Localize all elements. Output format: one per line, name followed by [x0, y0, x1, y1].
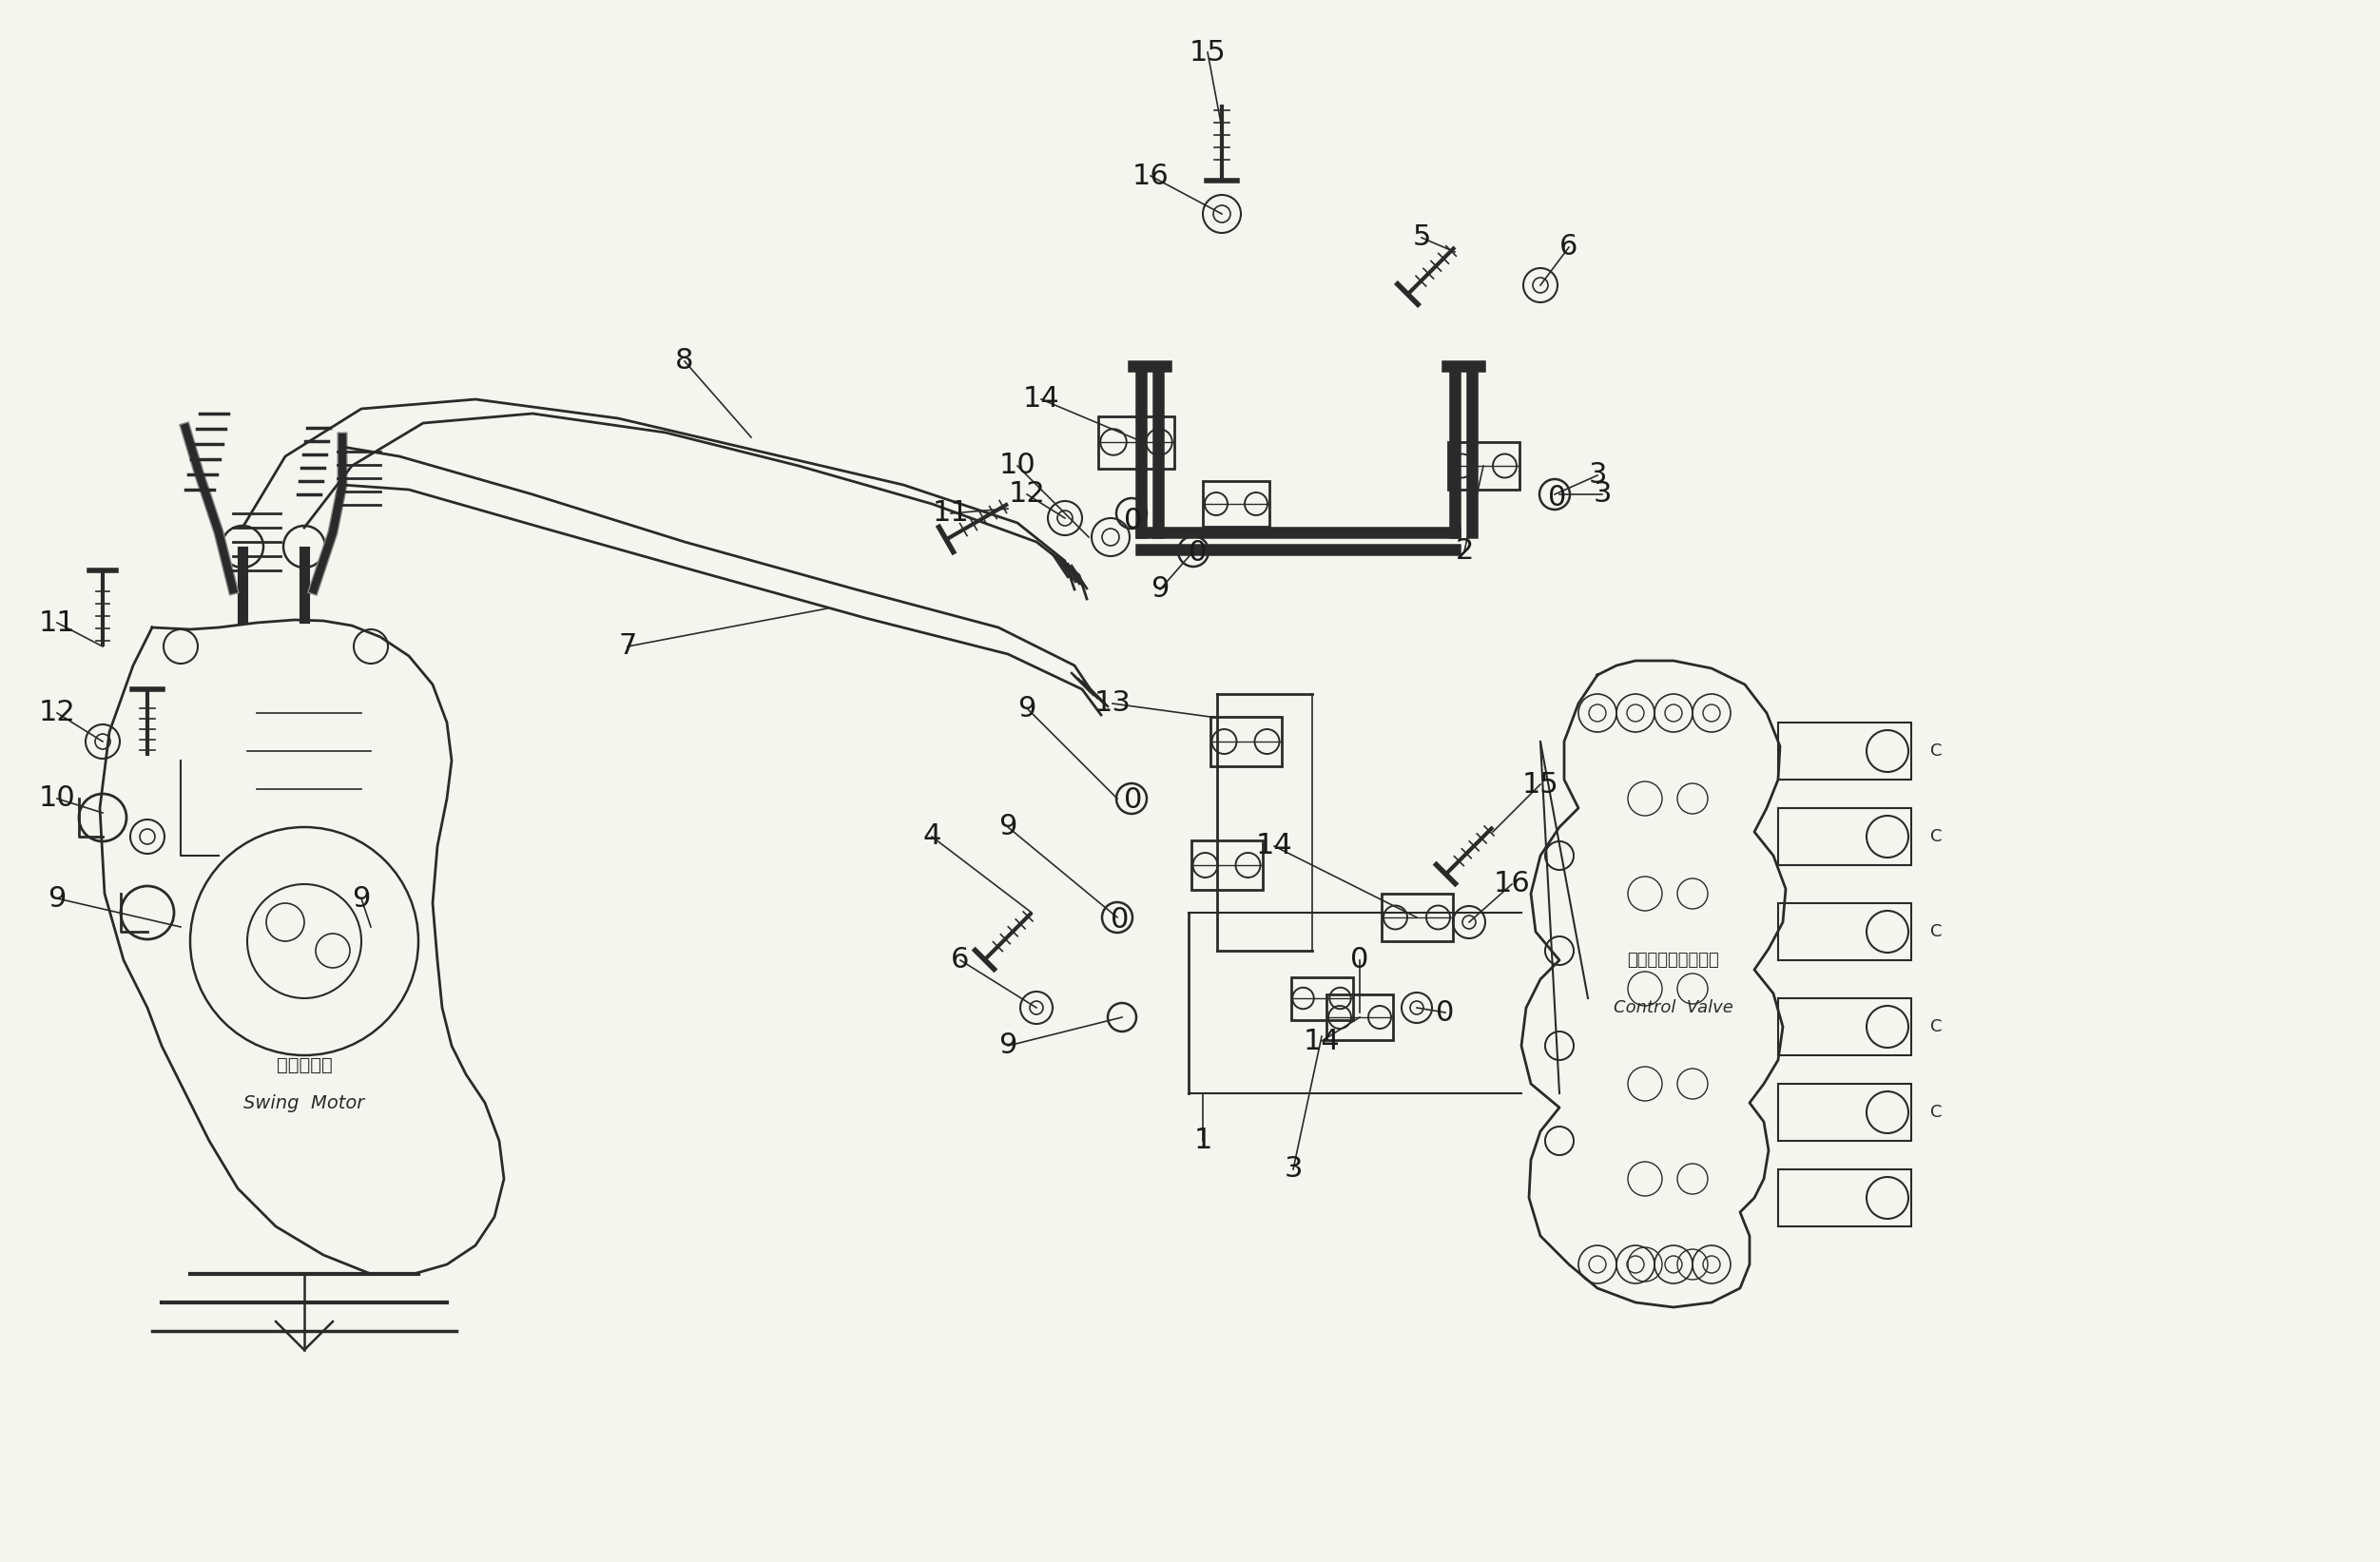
Text: Swing  Motor: Swing Motor — [243, 1093, 364, 1112]
Text: 12: 12 — [1009, 481, 1045, 508]
Bar — [1778, 723, 1911, 779]
Text: 5: 5 — [1411, 223, 1430, 251]
Text: 13: 13 — [1095, 690, 1130, 717]
Bar — [1778, 1084, 1911, 1140]
Bar — [1190, 840, 1261, 890]
Text: 9: 9 — [1019, 695, 1035, 722]
Text: 10: 10 — [38, 784, 76, 812]
Text: 3: 3 — [1587, 461, 1607, 489]
Bar — [1290, 976, 1352, 1020]
Text: 9: 9 — [1152, 576, 1169, 603]
Text: C: C — [1930, 828, 1942, 845]
Text: 8: 8 — [676, 347, 695, 375]
Text: 6: 6 — [1559, 233, 1578, 261]
Text: 旋回モータ: 旋回モータ — [276, 1056, 333, 1073]
Text: C: C — [1930, 1018, 1942, 1036]
Text: 3: 3 — [1592, 481, 1611, 508]
Text: C: C — [1930, 1104, 1942, 1122]
Text: 14: 14 — [1304, 1028, 1340, 1054]
Bar — [1097, 415, 1173, 469]
Bar — [1326, 995, 1392, 1040]
Text: 15: 15 — [1521, 770, 1559, 798]
Text: コントロールバルブ: コントロールバルブ — [1628, 951, 1718, 968]
Text: 0: 0 — [1111, 906, 1130, 933]
Text: 9: 9 — [48, 884, 67, 912]
Text: 0: 0 — [1435, 998, 1454, 1026]
Text: C: C — [1930, 742, 1942, 759]
Text: 14: 14 — [1023, 386, 1059, 412]
Bar — [1209, 717, 1280, 767]
Bar — [1447, 442, 1518, 489]
Text: 15: 15 — [1190, 39, 1226, 66]
Text: 14: 14 — [1257, 833, 1292, 861]
Bar — [1202, 481, 1269, 526]
Text: 4: 4 — [923, 823, 940, 850]
Bar — [1380, 893, 1452, 942]
Text: 9: 9 — [1000, 814, 1016, 840]
Bar — [1778, 903, 1911, 961]
Text: 0: 0 — [1123, 506, 1142, 534]
Text: 16: 16 — [1492, 870, 1530, 898]
Bar — [1778, 1170, 1911, 1226]
Text: 2: 2 — [1454, 537, 1473, 565]
Text: 7: 7 — [619, 633, 638, 661]
Text: 0: 0 — [1549, 483, 1566, 511]
Text: 6: 6 — [952, 947, 969, 975]
Text: 10: 10 — [1000, 451, 1035, 480]
Text: 1: 1 — [1195, 1128, 1211, 1154]
Text: 11: 11 — [933, 500, 969, 526]
Bar — [1778, 808, 1911, 865]
Text: 0: 0 — [1349, 947, 1368, 975]
Text: 3: 3 — [1283, 1156, 1302, 1182]
Text: 9: 9 — [1000, 1032, 1016, 1059]
Text: Control  Valve: Control Valve — [1614, 1000, 1733, 1017]
Text: 16: 16 — [1133, 162, 1169, 189]
Text: C: C — [1930, 923, 1942, 940]
Bar — [1778, 998, 1911, 1056]
Text: 12: 12 — [38, 700, 76, 726]
Text: 0: 0 — [1123, 787, 1142, 814]
Text: 9: 9 — [352, 884, 371, 912]
Text: 11: 11 — [38, 609, 76, 636]
Text: 0: 0 — [1190, 539, 1207, 567]
